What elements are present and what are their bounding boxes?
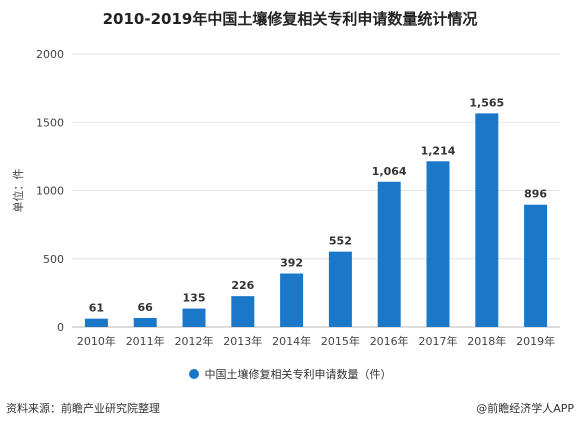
footer-source: 资料来源：前瞻产业研究院整理 — [6, 402, 160, 415]
data-label: 135 — [183, 292, 206, 305]
y-tick-label: 0 — [57, 321, 64, 334]
data-label: 896 — [524, 188, 547, 201]
legend-label: 中国土壤修复相关专利申请数量（件） — [204, 368, 392, 381]
x-tick-label: 2014年 — [272, 334, 311, 348]
legend-swatch — [188, 369, 199, 379]
chart-title: 2010-2019年中国土壤修复相关专利申请数量统计情况 — [102, 10, 478, 28]
data-label: 1,214 — [421, 144, 456, 157]
x-tick-label: 2012年 — [175, 334, 214, 348]
bar — [231, 296, 255, 327]
bar — [328, 251, 352, 327]
data-label: 1,064 — [372, 165, 407, 178]
data-label: 1,565 — [469, 96, 504, 109]
x-tick-label: 2019年 — [516, 334, 555, 348]
bar — [377, 181, 401, 327]
chart-legend: 中国土壤修复相关专利申请数量（件） — [0, 366, 580, 382]
bar — [426, 161, 450, 327]
data-label: 552 — [329, 235, 352, 248]
bar — [280, 273, 304, 327]
bar — [182, 308, 206, 327]
x-tick-label: 2016年 — [370, 334, 409, 348]
x-tick-label: 2017年 — [419, 334, 458, 348]
bar — [133, 317, 157, 327]
data-label: 61 — [89, 302, 104, 315]
bar — [524, 204, 548, 327]
bar — [84, 318, 108, 327]
y-tick-label: 2000 — [36, 48, 64, 61]
x-tick-label: 2013年 — [223, 334, 262, 348]
y-tick-label: 1500 — [36, 116, 64, 129]
x-tick-label: 2011年 — [126, 334, 165, 348]
footer-brand: @前瞻经济学人APP — [476, 402, 574, 415]
data-label: 392 — [280, 256, 303, 269]
x-tick-label: 2018年 — [467, 334, 506, 348]
y-tick-label: 500 — [43, 253, 64, 266]
y-tick-label: 1000 — [36, 185, 64, 198]
bar — [475, 113, 499, 327]
y-axis-label: 单位：件 — [11, 169, 25, 213]
x-tick-label: 2015年 — [321, 334, 360, 348]
x-tick-label: 2010年 — [77, 334, 116, 348]
data-label: 226 — [231, 279, 254, 292]
data-label: 66 — [138, 301, 154, 314]
